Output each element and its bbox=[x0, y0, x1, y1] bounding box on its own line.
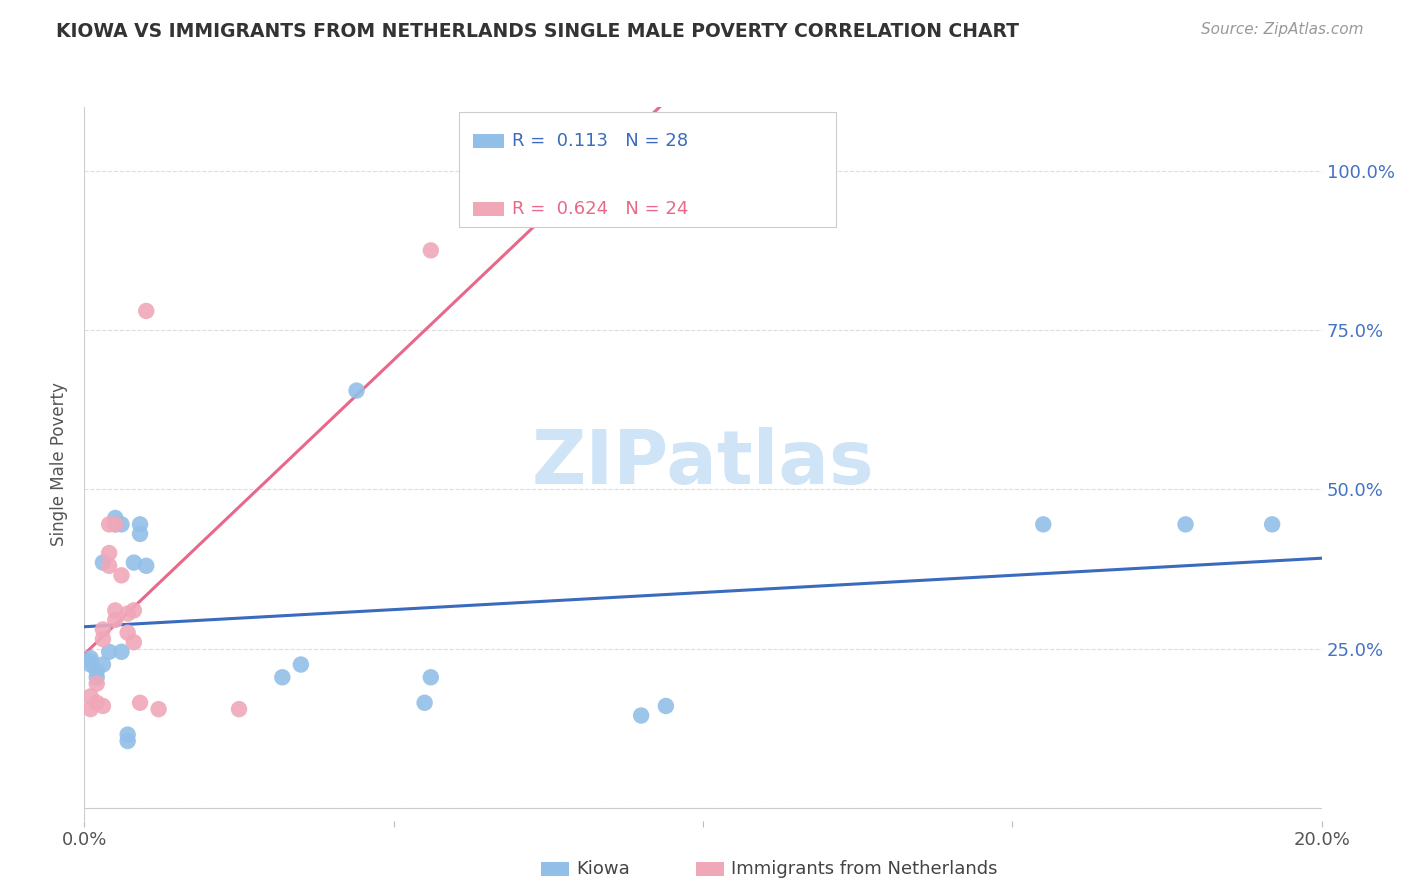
Point bbox=[104, 603, 127, 617]
Point bbox=[135, 304, 157, 318]
Text: R =  0.113   N = 28: R = 0.113 N = 28 bbox=[512, 132, 689, 150]
Point bbox=[86, 676, 108, 690]
Point bbox=[135, 558, 157, 573]
Point bbox=[1174, 517, 1197, 532]
Point bbox=[129, 517, 152, 532]
Point bbox=[271, 670, 294, 684]
Point bbox=[91, 698, 114, 713]
Point bbox=[586, 163, 609, 178]
Point bbox=[91, 623, 114, 637]
Point bbox=[86, 696, 108, 710]
Point bbox=[86, 670, 108, 684]
Point bbox=[290, 657, 312, 672]
Text: ZIPatlas: ZIPatlas bbox=[531, 427, 875, 500]
Point bbox=[129, 527, 152, 541]
Point bbox=[655, 698, 678, 713]
Point bbox=[122, 603, 145, 617]
Text: Immigrants from Netherlands: Immigrants from Netherlands bbox=[731, 860, 998, 878]
Point bbox=[1261, 517, 1284, 532]
Point bbox=[104, 511, 127, 525]
Point bbox=[419, 670, 441, 684]
Point bbox=[228, 702, 250, 716]
Point bbox=[98, 645, 121, 659]
Text: Kiowa: Kiowa bbox=[576, 860, 630, 878]
Point bbox=[346, 384, 368, 398]
Point bbox=[110, 568, 132, 582]
Point bbox=[117, 607, 139, 621]
Point bbox=[104, 517, 127, 532]
Text: KIOWA VS IMMIGRANTS FROM NETHERLANDS SINGLE MALE POVERTY CORRELATION CHART: KIOWA VS IMMIGRANTS FROM NETHERLANDS SIN… bbox=[56, 22, 1019, 41]
Point bbox=[86, 664, 108, 678]
Point bbox=[98, 546, 121, 560]
Point bbox=[79, 651, 101, 665]
Point bbox=[129, 696, 152, 710]
Point bbox=[98, 517, 121, 532]
Point bbox=[419, 244, 441, 258]
Point bbox=[79, 657, 101, 672]
Point bbox=[91, 556, 114, 570]
Point bbox=[79, 702, 101, 716]
Point bbox=[104, 613, 127, 627]
Point bbox=[110, 517, 132, 532]
Point bbox=[110, 645, 132, 659]
Point bbox=[91, 632, 114, 646]
Point bbox=[117, 625, 139, 640]
Point bbox=[122, 556, 145, 570]
Point bbox=[148, 702, 170, 716]
Point bbox=[79, 654, 101, 668]
Point bbox=[630, 708, 652, 723]
Y-axis label: Single Male Poverty: Single Male Poverty bbox=[51, 382, 69, 546]
Point bbox=[117, 734, 139, 748]
Point bbox=[1032, 517, 1054, 532]
Point bbox=[98, 558, 121, 573]
Text: Source: ZipAtlas.com: Source: ZipAtlas.com bbox=[1201, 22, 1364, 37]
Point bbox=[79, 690, 101, 704]
Text: R =  0.624   N = 24: R = 0.624 N = 24 bbox=[512, 200, 689, 218]
Point bbox=[413, 696, 436, 710]
Point bbox=[104, 517, 127, 532]
Point bbox=[91, 657, 114, 672]
Point bbox=[122, 635, 145, 649]
Point bbox=[117, 728, 139, 742]
